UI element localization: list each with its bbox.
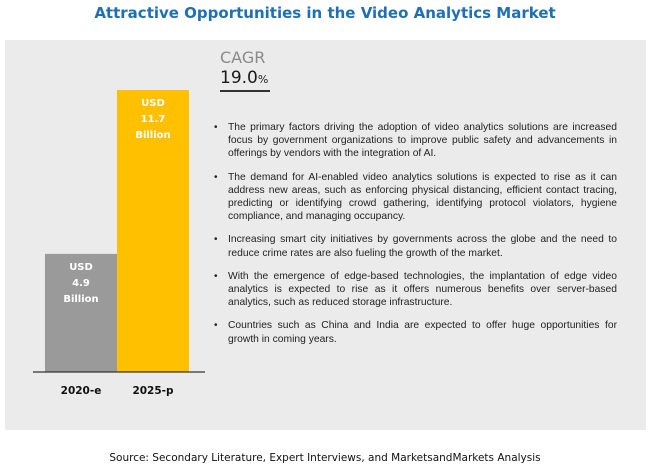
x-tick-label: 2020-e (61, 385, 102, 397)
cagr-number: 19.0 (220, 68, 258, 88)
bullet-text: Increasing smart city initiatives by gov… (228, 234, 617, 259)
bullet-item: • Countries such as China and India are e… (214, 319, 617, 345)
source-note: Source: Secondary Literature, Expert Int… (109, 452, 541, 464)
bullet-icon: • (214, 270, 218, 282)
page-title: Attractive Opportunities in the Video An… (94, 4, 556, 22)
bullet-icon: • (214, 234, 218, 246)
bullet-text: The demand for AI-enabled video analytic… (228, 171, 617, 223)
bar-2020-e (45, 253, 117, 372)
bullet-item: • With the emergence of edge-based techno… (214, 270, 617, 310)
bar-value-label: Billion (135, 130, 170, 141)
cagr-block: CAGR 19.0% (220, 48, 271, 92)
bar-value-label: 11.7 (141, 114, 166, 125)
bar-value-label: USD (141, 98, 165, 109)
bullet-item: • Increasing smart city initiatives by go… (214, 233, 617, 259)
bars-group: USD 4.9 Billion 2020-e USD 11.7 Billion 2025-p (45, 90, 189, 397)
bullet-text: With the emergence of edge-based technol… (228, 270, 617, 309)
x-tick-label: 2025-p (132, 385, 174, 397)
cagr-value: 19.0% (220, 68, 271, 92)
cagr-unit: % (257, 73, 269, 86)
bar-value-label: Billion (63, 294, 98, 305)
bullet-text: Countries such as China and India are ex… (228, 320, 617, 345)
bullet-text: The primary factors driving the adoption… (228, 122, 617, 160)
cagr-label: CAGR (220, 48, 266, 67)
bar-value-label: USD (69, 262, 93, 273)
bar-2025-p (117, 90, 189, 372)
bullet-item: • The demand for AI-enabled video analyti… (214, 171, 617, 224)
bullet-list: • The primary factors driving the adoptio… (214, 121, 617, 356)
bullet-icon: • (214, 320, 218, 332)
bullet-icon: • (214, 122, 218, 133)
bullet-icon: • (214, 171, 218, 183)
bullet-item: • The primary factors driving the adoptio… (214, 121, 617, 161)
bar-value-label: 4.9 (72, 278, 90, 289)
